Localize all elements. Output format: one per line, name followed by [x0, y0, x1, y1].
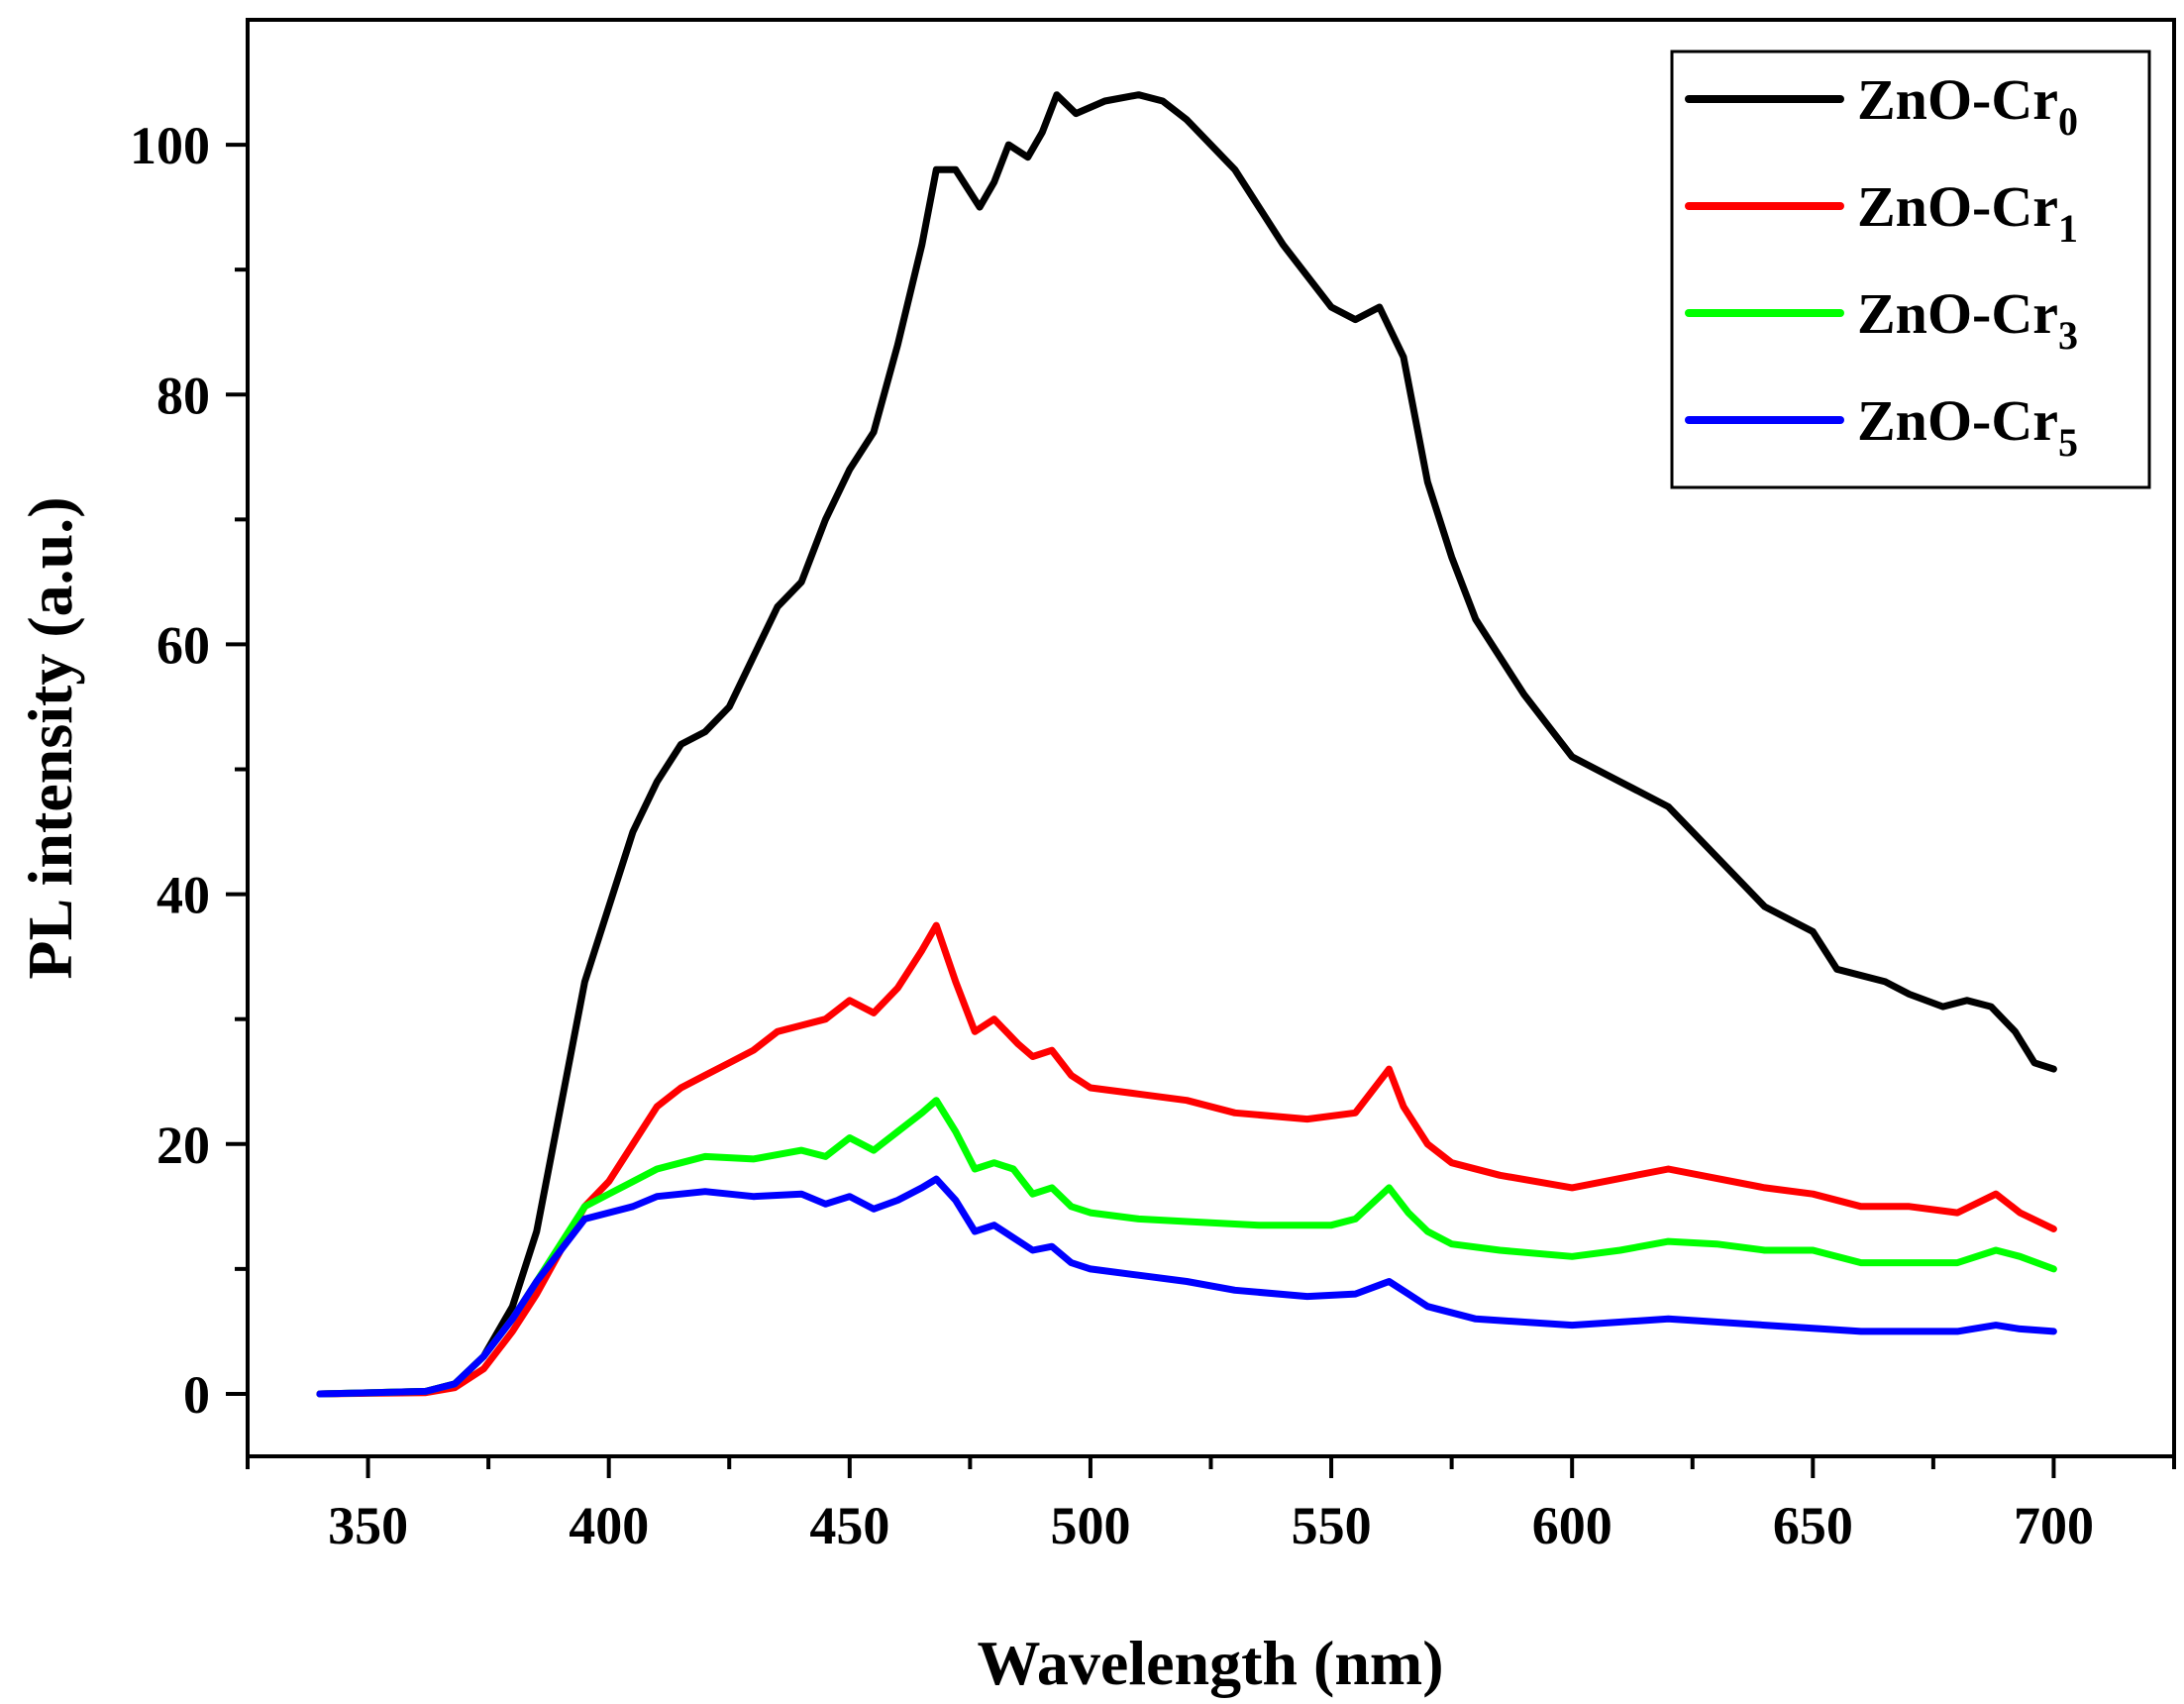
- x-axis-ticks: 350 400 450 500 550 600 650 700: [246, 1456, 2176, 1555]
- legend-label-cr0: ZnO-Cr0: [1857, 67, 2078, 144]
- x-tick-label: 500: [1050, 1496, 1130, 1555]
- x-tick-label: 650: [1773, 1496, 1853, 1555]
- y-tick-label: 80: [156, 366, 210, 425]
- legend-label-cr3: ZnO-Cr3: [1857, 281, 2078, 358]
- series-line-cr0: [316, 91, 2057, 1398]
- y-tick-label: 60: [156, 615, 210, 675]
- series-line-cr3: [316, 1097, 2057, 1398]
- y-tick-label: 0: [183, 1365, 210, 1425]
- legend-label-cr1: ZnO-Cr1: [1857, 174, 2078, 251]
- legend-label-cr5: ZnO-Cr5: [1857, 388, 2078, 465]
- series-layer: [316, 91, 2057, 1398]
- x-tick-label: 700: [2014, 1496, 2094, 1555]
- x-axis-title: Wavelength (nm): [977, 1628, 1443, 1698]
- x-tick-label: 400: [569, 1496, 649, 1555]
- series-line-cr1: [316, 921, 2057, 1398]
- y-tick-label: 40: [156, 866, 210, 925]
- legend: ZnO-Cr0 ZnO-Cr1 ZnO-Cr3 ZnO-Cr5: [1670, 50, 2151, 489]
- y-axis-title: PL intensity (a.u.): [15, 496, 85, 979]
- series-line-cr5: [316, 1175, 2057, 1398]
- y-tick-label: 20: [156, 1116, 210, 1175]
- legend-items: ZnO-Cr0 ZnO-Cr1 ZnO-Cr3 ZnO-Cr5: [1685, 67, 2078, 465]
- x-tick-label: 600: [1532, 1496, 1612, 1555]
- x-tick-label: 550: [1292, 1496, 1372, 1555]
- x-tick-label: 350: [328, 1496, 408, 1555]
- y-tick-label: 100: [130, 116, 210, 175]
- y-axis-ticks: 0 20 40 60 80 100: [130, 116, 248, 1425]
- x-tick-label: 450: [809, 1496, 889, 1555]
- legend-box: [1670, 50, 2151, 489]
